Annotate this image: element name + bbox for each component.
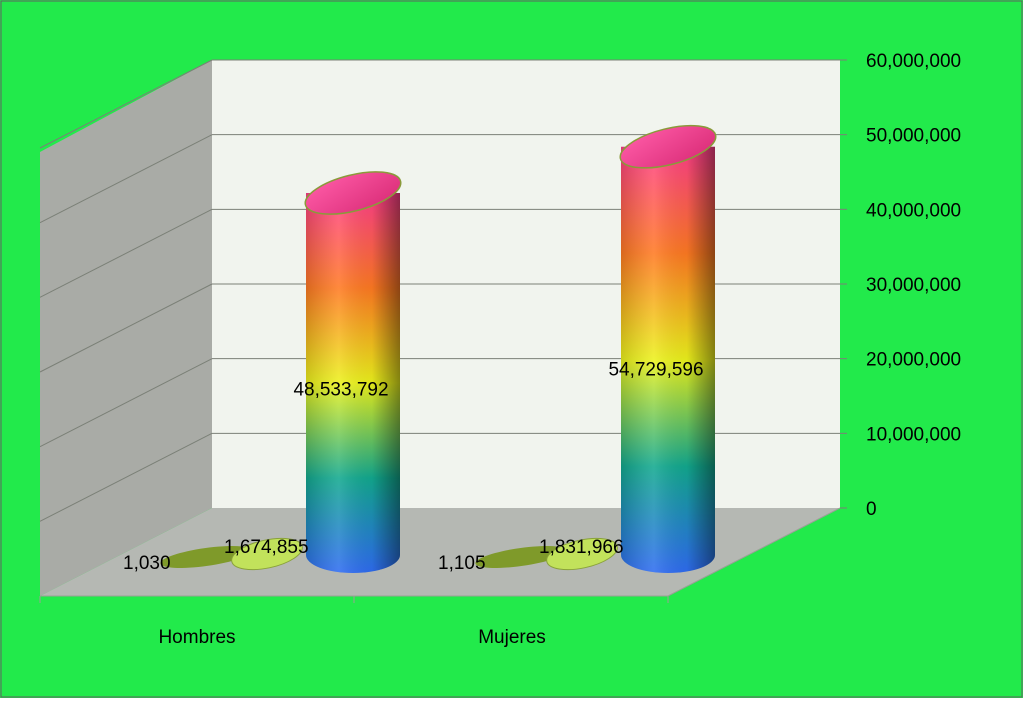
y-tick-label: 10,000,000 — [866, 424, 961, 445]
y-tick-label: 20,000,000 — [866, 350, 961, 371]
gridline-side — [39, 208, 213, 298]
data-label: 1,030 — [123, 553, 171, 574]
y-axis-tick-labels: 0 10,000,000 20,000,000 30,000,000 40,000,00… — [866, 51, 961, 520]
data-labels: 1,030 1,674,855 48,533,792 1,105 1,831,966 54… — [123, 359, 704, 574]
y-tick-label: 50,000,000 — [866, 126, 961, 147]
disc-bar — [231, 537, 303, 571]
data-label: 48,533,792 — [293, 380, 388, 401]
gridline-side — [39, 134, 213, 224]
y-tick-label: 0 — [866, 499, 877, 520]
category-label: Hombres — [158, 627, 235, 648]
y-tick-label: 40,000,000 — [866, 200, 961, 221]
data-label: 1,105 — [438, 553, 486, 574]
cylinder-shading — [306, 193, 400, 573]
gridline-side — [39, 283, 213, 373]
y-tick-label: 30,000,000 — [866, 275, 961, 296]
gridline-side — [39, 59, 213, 149]
gridline-side — [39, 432, 213, 522]
disc-bar — [475, 546, 567, 568]
y-tick-label: 60,000,000 — [866, 51, 961, 72]
category-label: Mujeres — [478, 627, 546, 648]
disc-bar — [546, 537, 618, 571]
data-label: 54,729,596 — [608, 359, 703, 380]
disc-bar — [160, 546, 252, 568]
gridline-side — [39, 358, 213, 448]
cylinder-shading — [621, 146, 715, 573]
category-labels: Hombres Mujeres — [158, 627, 545, 648]
data-label: 1,674,855 — [224, 537, 309, 558]
cylinder-top — [304, 171, 402, 215]
cylinder-top — [619, 124, 717, 169]
bars — [160, 124, 717, 573]
data-label: 1,831,966 — [539, 537, 624, 558]
